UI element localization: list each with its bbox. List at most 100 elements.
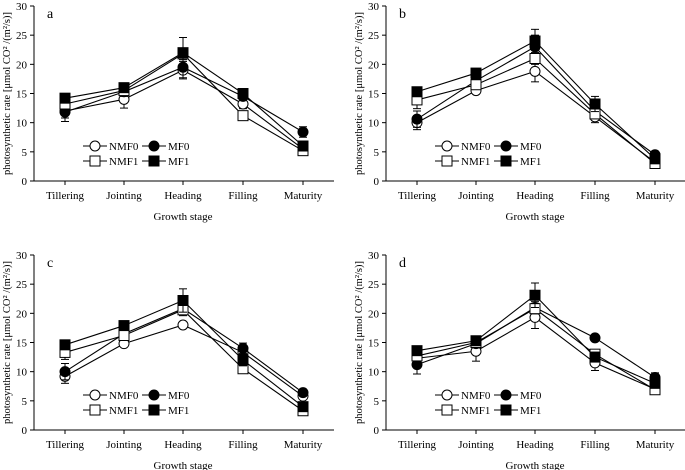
y-axis-title: photosynthetic rate [μmol CO² /(m²/s)] xyxy=(2,12,13,175)
x-tick-label: Heading xyxy=(516,439,554,451)
y-tick-label: 15 xyxy=(368,338,380,350)
x-tick-label: Tillering xyxy=(398,190,437,202)
legend-label: NMF1 xyxy=(109,156,138,168)
data-point xyxy=(177,295,189,306)
panel-b: 0 5 10 15 20 25 30 Tillering Jointing Heading Fill… xyxy=(354,1,685,223)
x-tick-label: Tillering xyxy=(46,190,85,202)
y-tick-label: 25 xyxy=(16,279,28,291)
y-tick-label: 20 xyxy=(368,59,380,71)
legend-marker xyxy=(148,140,160,152)
data-point xyxy=(529,35,541,47)
y-tick: 5 xyxy=(374,396,386,408)
series-MF1 xyxy=(59,288,309,413)
y-tick: 0 xyxy=(374,425,386,437)
x-tick-label: Maturity xyxy=(284,439,323,451)
legend: NMF0 MF0 NMF1 MF1 xyxy=(83,389,190,417)
data-point xyxy=(649,377,661,389)
data-point xyxy=(589,351,601,363)
y-tick-label: 30 xyxy=(368,250,380,262)
legend-label: NMF0 xyxy=(109,141,139,153)
y-tick-label: 5 xyxy=(374,147,380,159)
y-tick-label: 15 xyxy=(368,89,380,101)
legend-label: MF1 xyxy=(168,156,189,168)
x-tick-label: Maturity xyxy=(284,190,323,202)
series-line xyxy=(64,69,304,150)
x-tick-label: Jointing xyxy=(106,439,142,451)
y-tick-label: 30 xyxy=(16,250,28,262)
y-tick: 15 xyxy=(368,338,386,350)
y-tick: 10 xyxy=(16,367,34,379)
legend-marker xyxy=(500,404,512,416)
y-tick-label: 25 xyxy=(368,30,380,42)
x-tick-label: Jointing xyxy=(106,190,142,202)
data-point xyxy=(297,387,309,399)
y-tick: 30 xyxy=(16,250,34,262)
legend-label: MF1 xyxy=(520,156,541,168)
legend-label: NMF0 xyxy=(109,390,139,402)
legend-marker xyxy=(148,155,160,167)
panel-letter: c xyxy=(47,256,53,271)
x-axis-title: Growth stage xyxy=(154,460,213,470)
y-tick-label: 10 xyxy=(368,118,380,130)
legend-label: NMF1 xyxy=(461,405,490,417)
x-axis-title: Growth stage xyxy=(506,460,565,470)
legend-marker xyxy=(441,140,453,152)
y-tick: 20 xyxy=(16,59,34,71)
y-tick: 5 xyxy=(22,147,34,159)
y-tick-label: 25 xyxy=(16,30,28,42)
x-tick-label: Heading xyxy=(516,190,554,202)
data-point xyxy=(529,65,541,77)
series-MF1 xyxy=(411,282,661,389)
y-tick: 15 xyxy=(368,89,386,101)
legend-label: NMF0 xyxy=(461,390,491,402)
x-tick-label: Tillering xyxy=(398,439,437,451)
y-tick-label: 30 xyxy=(368,1,380,13)
legend-marker xyxy=(89,404,101,416)
y-tick: 15 xyxy=(16,89,34,101)
y-tick: 10 xyxy=(368,118,386,130)
y-tick-label: 0 xyxy=(22,176,28,188)
panel-letter: a xyxy=(47,7,54,22)
panel-letter: d xyxy=(399,256,406,271)
y-tick: 0 xyxy=(22,176,34,188)
data-point xyxy=(470,335,482,347)
y-tick-label: 15 xyxy=(16,338,28,350)
y-tick-label: 0 xyxy=(22,425,28,437)
y-axis-title: photosynthetic rate [μmol CO² /(m²/s)] xyxy=(2,261,13,424)
y-tick-label: 20 xyxy=(16,59,28,71)
x-tick-label: Filling xyxy=(228,439,258,451)
data-point xyxy=(411,113,423,125)
y-tick: 30 xyxy=(16,1,34,13)
y-tick-label: 5 xyxy=(22,396,28,408)
y-tick-label: 20 xyxy=(368,308,380,320)
data-point xyxy=(470,67,482,79)
y-axis-title: photosynthetic rate [μmol CO² /(m²/s)] xyxy=(354,12,365,175)
legend-marker xyxy=(148,389,160,401)
x-tick-label: Heading xyxy=(164,190,202,202)
series-MF1 xyxy=(411,28,661,165)
x-tick-label: Jointing xyxy=(458,439,494,451)
data-point xyxy=(297,140,309,152)
data-point xyxy=(470,79,482,91)
legend-marker xyxy=(89,140,101,152)
series-MF1 xyxy=(59,37,309,152)
panel-a: 0 5 10 15 20 25 30 Tillering Jointing Heading Fill… xyxy=(2,1,334,223)
data-point xyxy=(177,47,189,59)
data-point xyxy=(59,366,71,378)
x-axis-title: Growth stage xyxy=(154,211,213,223)
y-tick: 25 xyxy=(368,279,386,291)
y-tick: 25 xyxy=(16,30,34,42)
legend-label: MF0 xyxy=(520,390,542,402)
y-tick-label: 5 xyxy=(374,396,380,408)
legend-marker xyxy=(89,155,101,167)
data-point xyxy=(118,330,130,341)
panel-c: 0 5 10 15 20 25 30 Tillering Jointing Heading Fill… xyxy=(2,250,334,470)
y-tick: 5 xyxy=(374,147,386,159)
data-point xyxy=(237,354,249,366)
y-tick: 0 xyxy=(22,425,34,437)
y-tick-label: 5 xyxy=(22,147,28,159)
data-point xyxy=(589,98,601,110)
data-point xyxy=(297,401,309,413)
data-point xyxy=(118,320,130,332)
